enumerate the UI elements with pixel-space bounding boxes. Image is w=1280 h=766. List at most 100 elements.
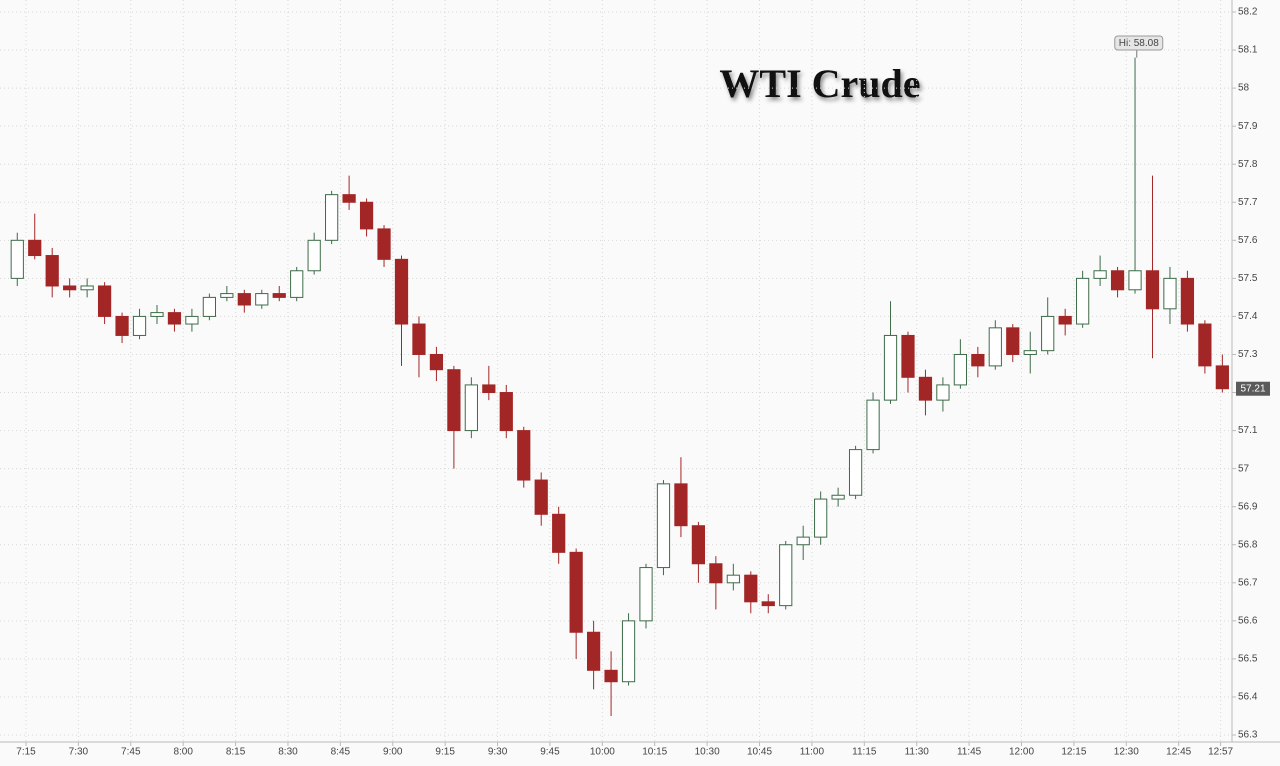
x-tick-label: 11:00 (800, 747, 825, 758)
y-tick-label: 56.5 (1238, 654, 1258, 665)
y-tick-label: 57.3 (1238, 349, 1258, 360)
candle-body (779, 544, 793, 607)
candle-body (604, 669, 618, 683)
candle-body (569, 551, 583, 633)
candle-body (28, 239, 42, 257)
x-tick-label: 12:15 (1061, 747, 1086, 758)
x-tick-label: 10:15 (642, 747, 667, 758)
candle-body (709, 563, 723, 584)
x-tick-label: 11:30 (905, 747, 930, 758)
x-tick-label: 10:30 (695, 747, 720, 758)
candle-body (255, 293, 269, 306)
x-tick-label: 8:15 (226, 747, 246, 758)
candle-body (918, 376, 933, 401)
candle-body (691, 525, 706, 565)
candle-body (342, 194, 356, 203)
candle-body (447, 369, 461, 432)
candle-body (1093, 270, 1107, 279)
candle-body (586, 631, 601, 671)
candle-body (1198, 323, 1212, 367)
y-tick-label: 57.7 (1238, 197, 1258, 208)
y-tick-label: 57.4 (1238, 311, 1258, 322)
x-tick-label: 7:15 (16, 747, 36, 758)
high-callout-box (1114, 35, 1164, 51)
y-tick-label: 56.4 (1238, 692, 1258, 703)
chart-title: WTI Crude (719, 61, 920, 106)
y-tick-label: 57.9 (1238, 121, 1258, 132)
candle-body (272, 293, 286, 298)
candle-body (726, 574, 740, 584)
candle-body (412, 323, 426, 355)
candle-body (290, 270, 304, 298)
candle-body (901, 334, 915, 378)
y-tick-label: 57.5 (1238, 273, 1258, 284)
y-tick-label: 58.2 (1238, 7, 1258, 18)
candle-body (150, 312, 164, 317)
y-tick-label: 56.8 (1238, 539, 1258, 550)
y-tick-label: 57.8 (1238, 159, 1258, 170)
candle-body (1023, 350, 1037, 355)
candle-body (1145, 270, 1160, 310)
x-tick-label: 11:15 (852, 747, 877, 758)
candle-body (115, 315, 129, 336)
candle-body (883, 334, 898, 401)
candle-body (936, 384, 950, 401)
x-tick-label: 9:15 (435, 747, 455, 758)
candle-body (796, 536, 810, 546)
candle-body (1041, 315, 1055, 352)
y-tick-label: 57.1 (1238, 425, 1258, 436)
y-tick-label: 58.1 (1238, 45, 1258, 56)
last-price-label: 57.21 (1240, 383, 1265, 394)
candle-body (220, 293, 234, 298)
candle-body (656, 483, 671, 569)
x-tick-label: 9:00 (383, 747, 403, 758)
candle-body (325, 194, 339, 241)
candle-body (377, 228, 391, 260)
x-tick-label: 9:45 (540, 747, 560, 758)
candle-body (534, 479, 548, 515)
x-tick-label: 8:30 (278, 747, 298, 758)
x-tick-label: 7:45 (121, 747, 141, 758)
candle-body (988, 327, 1002, 367)
candle-body (1058, 315, 1072, 325)
candle-body (97, 285, 112, 317)
x-tick-label: 12:45 (1166, 747, 1191, 758)
candle-body (499, 392, 513, 432)
y-tick-label: 57 (1238, 463, 1250, 474)
candle-body (1110, 270, 1125, 291)
candle-body (1215, 365, 1229, 390)
candle-body (1006, 327, 1020, 355)
candle-body (307, 239, 321, 272)
grid (0, 0, 1232, 742)
candle-body (359, 201, 374, 230)
candle-body (80, 285, 94, 291)
y-tick-label: 57.6 (1238, 235, 1258, 246)
candle-body (953, 353, 967, 386)
last-price-box (1236, 381, 1270, 396)
candle-body (45, 255, 59, 287)
candle-body (744, 574, 758, 603)
x-tick-label: 12:00 (1009, 747, 1034, 758)
candle-body (394, 258, 409, 325)
candle-body (517, 430, 531, 481)
candle-body (971, 353, 985, 367)
x-tick-label: 10:45 (747, 747, 772, 758)
x-tick-label: 8:00 (173, 747, 193, 758)
candle-body (464, 384, 478, 432)
candle-body (866, 399, 880, 451)
x-tick-label: 12:57 (1208, 747, 1233, 758)
candle-body (1163, 277, 1177, 310)
x-tick-label: 12:30 (1114, 747, 1139, 758)
x-tick-label: 10:00 (590, 747, 615, 758)
high-callout-label: Hi: 58.08 (1119, 38, 1159, 49)
candle-body (848, 449, 863, 496)
candle-body (482, 384, 496, 394)
candle-body (167, 312, 182, 325)
candle-body (132, 315, 147, 336)
candle-body (63, 285, 77, 291)
candle-body (674, 483, 688, 527)
y-tick-label: 56.9 (1238, 501, 1258, 512)
x-tick-label: 9:30 (488, 747, 508, 758)
